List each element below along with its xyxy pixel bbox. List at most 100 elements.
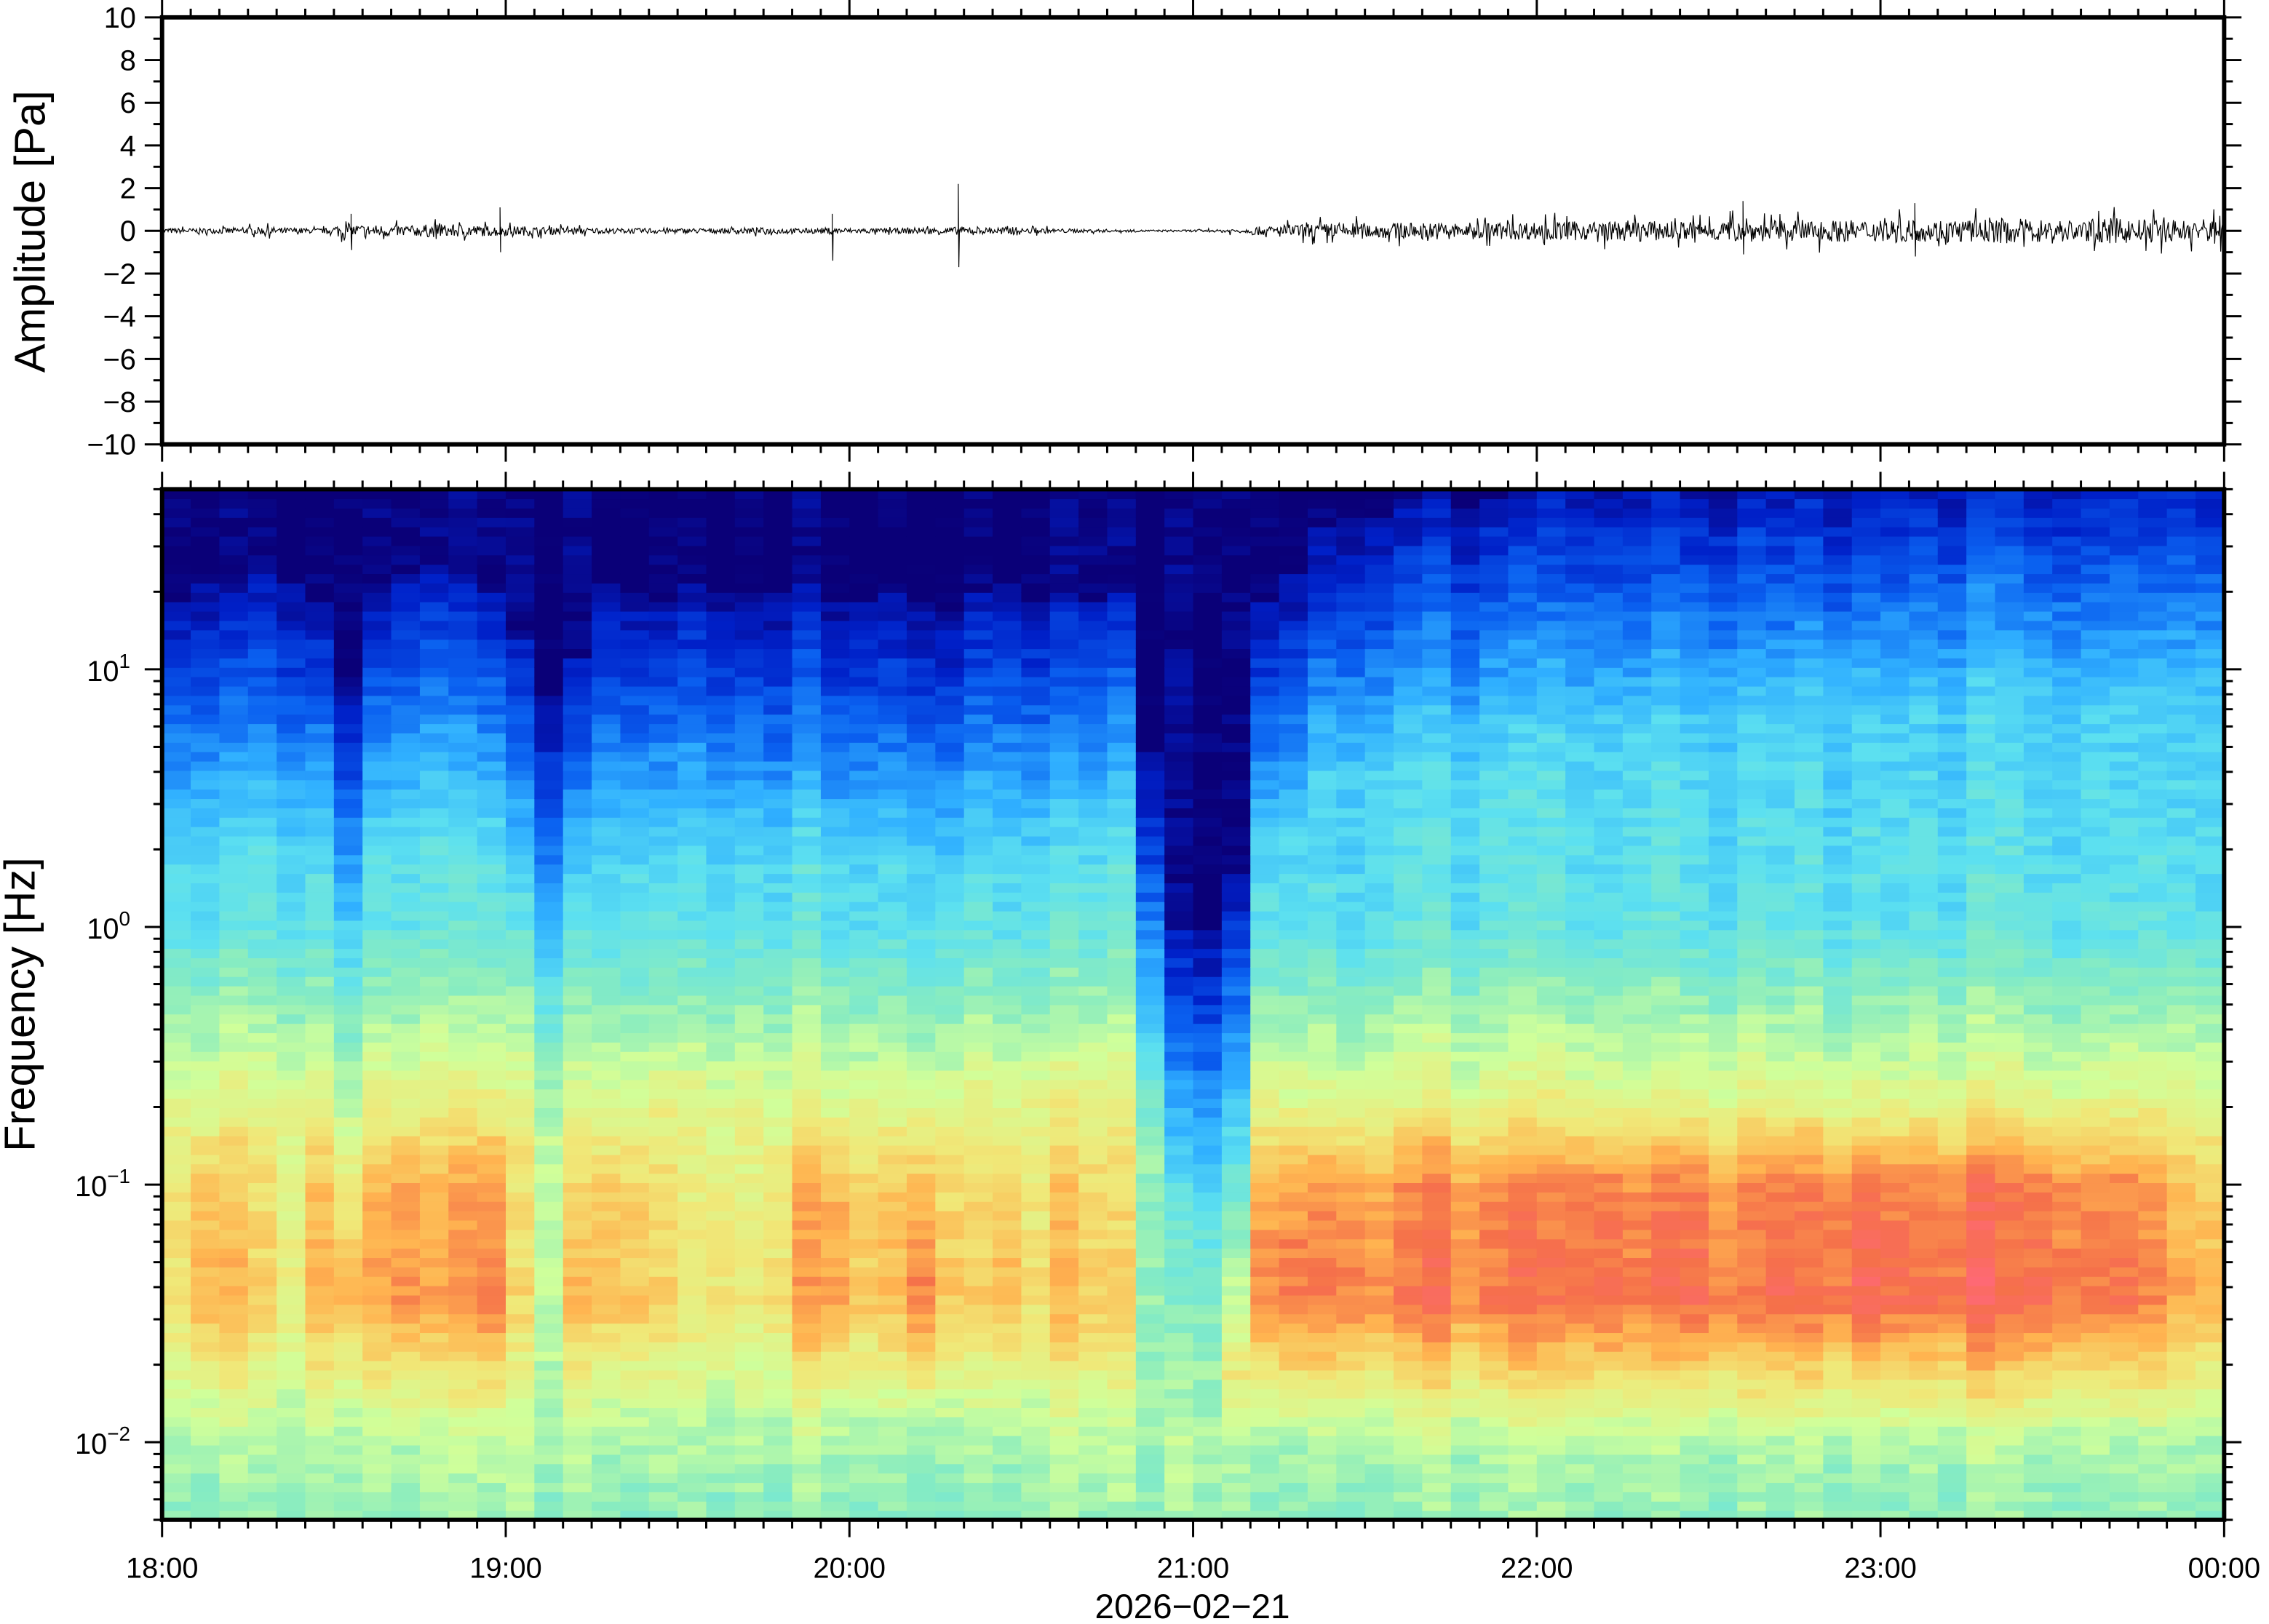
- spectrogram-cell: [305, 1361, 334, 1371]
- spectrogram-cell: [1107, 1276, 1136, 1286]
- spectrogram-cell: [506, 1380, 535, 1390]
- spectrogram-cell: [878, 621, 907, 631]
- spectrogram-cell: [878, 1407, 907, 1417]
- spectrogram-cell: [162, 752, 191, 762]
- spectrogram-cell: [534, 1295, 563, 1305]
- spectrogram-cell: [1365, 1080, 1394, 1090]
- spectrogram-cell: [477, 1117, 506, 1127]
- spectrogram-cell: [1250, 677, 1279, 687]
- spectrogram-cell: [1193, 1230, 1223, 1240]
- spectrogram-cell: [649, 611, 678, 621]
- spectrogram-cell: [935, 1173, 964, 1183]
- spectrogram-cell: [821, 1061, 850, 1071]
- spectrogram-cell: [277, 1454, 306, 1465]
- spectrogram-cell: [993, 564, 1022, 574]
- spectrogram-cell: [1078, 780, 1108, 790]
- spectrogram-cell: [677, 1163, 707, 1174]
- spectrogram-cell: [563, 798, 592, 808]
- spectrogram-cell: [907, 1492, 936, 1502]
- spectrogram-cell: [534, 1313, 563, 1324]
- spectrogram-cell: [420, 621, 449, 631]
- spectrogram-cell: [162, 1305, 191, 1315]
- spectrogram-cell: [964, 752, 993, 762]
- spectrogram-cell: [1078, 498, 1108, 509]
- spectrogram-cell: [878, 1220, 907, 1230]
- spectrogram-cell: [334, 1023, 363, 1033]
- spectrogram-cell: [1021, 1117, 1050, 1127]
- spectrogram-cell: [763, 1248, 792, 1258]
- spectrogram-cell: [506, 639, 535, 649]
- spectrogram-cell: [362, 789, 392, 799]
- spectrogram-cell: [1308, 1473, 1337, 1483]
- spectrogram-cell: [592, 564, 621, 574]
- spectrogram-cell: [1365, 873, 1394, 883]
- spectrogram-cell: [248, 1342, 277, 1352]
- spectrogram-cell: [392, 1332, 421, 1342]
- spectrogram-cell: [878, 817, 907, 827]
- spectrogram-cell: [735, 1388, 764, 1398]
- spectrogram-cell: [1222, 1454, 1251, 1465]
- spectrogram-cell: [592, 1501, 621, 1511]
- spectrogram-cell: [162, 958, 191, 968]
- spectrogram-cell: [907, 1014, 936, 1024]
- spectrogram-cell: [305, 1005, 334, 1015]
- spectrogram-cell: [1136, 986, 1165, 996]
- spectrogram-cell: [1193, 1145, 1223, 1155]
- spectrogram-cell: [1193, 1276, 1223, 1286]
- spectrogram-cell: [1365, 705, 1394, 715]
- spectrogram-cell: [706, 808, 735, 818]
- spectrogram-cell: [1308, 1370, 1337, 1380]
- spectrogram-cell: [534, 517, 563, 528]
- spectrogram-cell: [1107, 901, 1136, 912]
- spectrogram-cell: [305, 1032, 334, 1043]
- spectrogram-cell: [1250, 705, 1279, 715]
- spectrogram-cell: [1050, 742, 1079, 752]
- spectrogram-cell: [935, 527, 964, 537]
- spectrogram-cell: [534, 911, 563, 921]
- spectrogram-cell: [1078, 667, 1108, 677]
- spectrogram-cell: [277, 761, 306, 771]
- spectrogram-cell: [534, 1482, 563, 1492]
- spectrogram-cell: [735, 498, 764, 509]
- spectrogram-cell: [1050, 864, 1079, 874]
- spectrogram-cell: [993, 771, 1022, 781]
- spectrogram-cell: [248, 1107, 277, 1118]
- spectrogram-cell: [1021, 1464, 1050, 1474]
- spectrogram-cell: [592, 976, 621, 987]
- spectrogram-cell: [563, 1070, 592, 1080]
- spectrogram-cell: [277, 873, 306, 883]
- spectrogram-cell: [219, 696, 248, 706]
- spectrogram-cell: [1250, 1173, 1279, 1183]
- spectrogram-cell: [1050, 1145, 1079, 1155]
- spectrogram-cell: [1050, 1023, 1079, 1033]
- spectrogram-cell: [334, 1145, 363, 1155]
- spectrogram-cell: [1222, 780, 1251, 790]
- spectrogram-cell: [849, 1230, 878, 1240]
- spectrogram-cell: [1279, 864, 1308, 874]
- spectrogram-cell: [1078, 1342, 1108, 1352]
- spectrogram-cell: [1078, 911, 1108, 921]
- spectrogram-cell: [1136, 1238, 1165, 1249]
- spectrogram-cell: [1021, 1426, 1050, 1436]
- spectrogram-cell: [1279, 696, 1308, 706]
- spectrogram-cell: [1021, 986, 1050, 996]
- spectrogram-cell: [1136, 1163, 1165, 1174]
- spectrogram-cell: [649, 1492, 678, 1502]
- spectrogram-cell: [1308, 1080, 1337, 1090]
- spectrogram-cell: [305, 948, 334, 958]
- spectrogram-cell: [993, 686, 1022, 696]
- spectrogram-cell: [592, 733, 621, 743]
- spectrogram-cell: [1250, 780, 1279, 790]
- spectrogram-cell: [1193, 1220, 1223, 1230]
- spectrogram-cell: [592, 1257, 621, 1267]
- spectrogram-cell: [649, 1230, 678, 1240]
- spectrogram-cell: [392, 1107, 421, 1118]
- spectrogram-cell: [277, 1492, 306, 1502]
- spectrogram-cell: [334, 546, 363, 556]
- spectrogram-cell: [1336, 508, 1365, 518]
- spectrogram-cell: [534, 1445, 563, 1455]
- spectrogram-cell: [935, 517, 964, 528]
- spectrogram-cell: [1107, 761, 1136, 771]
- spectrogram-cell: [506, 1342, 535, 1352]
- spectrogram-cell: [677, 1388, 707, 1398]
